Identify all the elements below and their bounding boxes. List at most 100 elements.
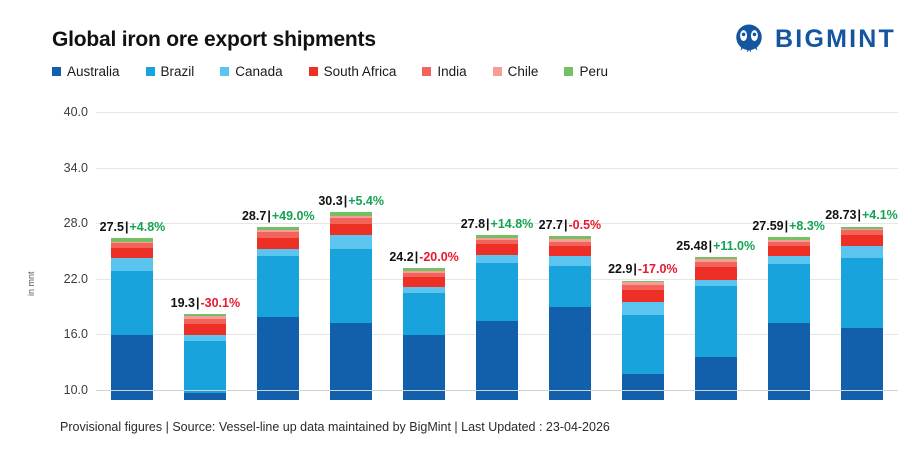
bar-segment-india[interactable]	[475, 239, 518, 245]
bar-stack[interactable]: 25.48|+11.0%	[676, 239, 755, 400]
legend-item-canada[interactable]: Canada	[220, 64, 283, 79]
legend-item-australia[interactable]: Australia	[52, 64, 120, 79]
legend-item-india[interactable]: India	[422, 64, 467, 79]
bar-segment-peru[interactable]	[403, 268, 446, 272]
bar-segment-peru[interactable]	[184, 313, 227, 316]
bar-segment-south-africa[interactable]	[184, 324, 227, 336]
bar-segment-brazil[interactable]	[475, 262, 518, 322]
bar-segment-south-africa[interactable]	[330, 223, 373, 236]
bar-stack[interactable]: 27.8|+14.8%	[461, 217, 533, 400]
bar-segment-brazil[interactable]	[184, 340, 227, 393]
bar-segment-australia[interactable]	[403, 335, 446, 400]
bar-segment-south-africa[interactable]	[694, 266, 737, 281]
bar-segment-india[interactable]	[621, 285, 664, 290]
bar-segment-india[interactable]	[767, 241, 810, 247]
bar-segment-brazil[interactable]	[330, 248, 373, 324]
bar-segment-peru[interactable]	[330, 211, 373, 216]
bar-column[interactable]: 27.5|+4.8%	[96, 100, 169, 400]
bar-segment-india[interactable]	[694, 261, 737, 267]
bar-segment-australia[interactable]	[111, 335, 154, 400]
bar-segment-australia[interactable]	[184, 392, 227, 400]
bar-segment-south-africa[interactable]	[621, 289, 664, 302]
bar-stack[interactable]: 27.7|-0.5%	[539, 218, 601, 400]
bar-segment-chile[interactable]	[475, 237, 518, 240]
bar-stack[interactable]: 22.9|-17.0%	[608, 262, 678, 400]
bar-segment-australia[interactable]	[475, 321, 518, 400]
bar-column[interactable]: 28.73|+4.1%	[825, 100, 898, 400]
bar-segment-india[interactable]	[257, 232, 300, 238]
bar-segment-brazil[interactable]	[257, 256, 300, 317]
bar-segment-south-africa[interactable]	[475, 244, 518, 255]
bar-segment-australia[interactable]	[767, 323, 810, 400]
bar-segment-chile[interactable]	[694, 259, 737, 262]
bar-segment-india[interactable]	[548, 241, 591, 247]
bar-column[interactable]: 30.3|+5.4%	[315, 100, 388, 400]
bar-segment-chile[interactable]	[403, 271, 446, 274]
bar-segment-canada[interactable]	[621, 301, 664, 315]
bar-segment-south-africa[interactable]	[840, 235, 883, 247]
bar-segment-peru[interactable]	[694, 256, 737, 260]
bar-segment-canada[interactable]	[330, 235, 373, 249]
bar-segment-brazil[interactable]	[548, 265, 591, 308]
bar-segment-brazil[interactable]	[767, 263, 810, 324]
bar-segment-south-africa[interactable]	[548, 246, 591, 257]
bar-segment-south-africa[interactable]	[403, 276, 446, 287]
bar-segment-peru[interactable]	[257, 226, 300, 230]
bar-segment-chile[interactable]	[621, 282, 664, 286]
bar-segment-chile[interactable]	[840, 228, 883, 231]
bar-segment-india[interactable]	[403, 273, 446, 277]
bar-segment-brazil[interactable]	[403, 292, 446, 336]
legend-item-peru[interactable]: Peru	[564, 64, 608, 79]
bar-column[interactable]: 27.8|+14.8%	[461, 100, 534, 400]
bar-segment-australia[interactable]	[548, 307, 591, 400]
bar-stack[interactable]: 24.2|-20.0%	[389, 250, 459, 400]
bar-column[interactable]: 27.59|+8.3%	[752, 100, 825, 400]
bar-segment-canada[interactable]	[694, 280, 737, 287]
legend-item-brazil[interactable]: Brazil	[145, 64, 194, 79]
bar-segment-canada[interactable]	[403, 286, 446, 293]
bar-segment-peru[interactable]	[548, 236, 591, 239]
bar-column[interactable]: 28.7|+49.0%	[242, 100, 315, 400]
bar-segment-chile[interactable]	[330, 215, 373, 219]
bar-segment-canada[interactable]	[840, 246, 883, 259]
bar-segment-australia[interactable]	[694, 357, 737, 400]
bar-segment-peru[interactable]	[840, 226, 883, 229]
bar-segment-brazil[interactable]	[840, 258, 883, 328]
bar-segment-india[interactable]	[840, 230, 883, 236]
bar-segment-canada[interactable]	[767, 256, 810, 264]
bar-segment-australia[interactable]	[330, 323, 373, 400]
bar-segment-peru[interactable]	[767, 237, 810, 240]
bar-column[interactable]: 27.7|-0.5%	[533, 100, 606, 400]
bar-segment-canada[interactable]	[257, 248, 300, 257]
bar-segment-chile[interactable]	[184, 315, 227, 319]
bar-stack[interactable]: 27.59|+8.3%	[752, 219, 825, 400]
bar-segment-peru[interactable]	[111, 237, 154, 242]
legend-item-chile[interactable]: Chile	[492, 64, 538, 79]
bar-stack[interactable]: 19.3|-30.1%	[171, 296, 240, 400]
bar-column[interactable]: 22.9|-17.0%	[606, 100, 679, 400]
bar-segment-brazil[interactable]	[621, 314, 664, 375]
bar-column[interactable]: 24.2|-20.0%	[388, 100, 461, 400]
bar-segment-south-africa[interactable]	[257, 237, 300, 249]
bar-stack[interactable]: 28.73|+4.1%	[825, 208, 898, 400]
bar-segment-peru[interactable]	[475, 235, 518, 238]
bar-segment-chile[interactable]	[548, 238, 591, 242]
bar-segment-brazil[interactable]	[694, 286, 737, 358]
bar-segment-chile[interactable]	[257, 229, 300, 233]
bar-segment-canada[interactable]	[475, 254, 518, 263]
bar-segment-india[interactable]	[111, 243, 154, 249]
bar-stack[interactable]: 30.3|+5.4%	[318, 194, 384, 400]
bar-segment-canada[interactable]	[111, 258, 154, 272]
bar-segment-india[interactable]	[330, 218, 373, 224]
bar-segment-canada[interactable]	[184, 335, 227, 341]
bar-segment-chile[interactable]	[767, 239, 810, 242]
bar-segment-canada[interactable]	[548, 256, 591, 266]
legend-item-south-africa[interactable]: South Africa	[308, 64, 396, 79]
bar-segment-australia[interactable]	[840, 327, 883, 400]
bar-segment-peru[interactable]	[621, 280, 664, 283]
bar-segment-australia[interactable]	[621, 374, 664, 400]
bar-segment-south-africa[interactable]	[111, 248, 154, 259]
bar-segment-chile[interactable]	[111, 241, 154, 244]
bar-segment-australia[interactable]	[257, 316, 300, 400]
bar-column[interactable]: 25.48|+11.0%	[676, 100, 755, 400]
